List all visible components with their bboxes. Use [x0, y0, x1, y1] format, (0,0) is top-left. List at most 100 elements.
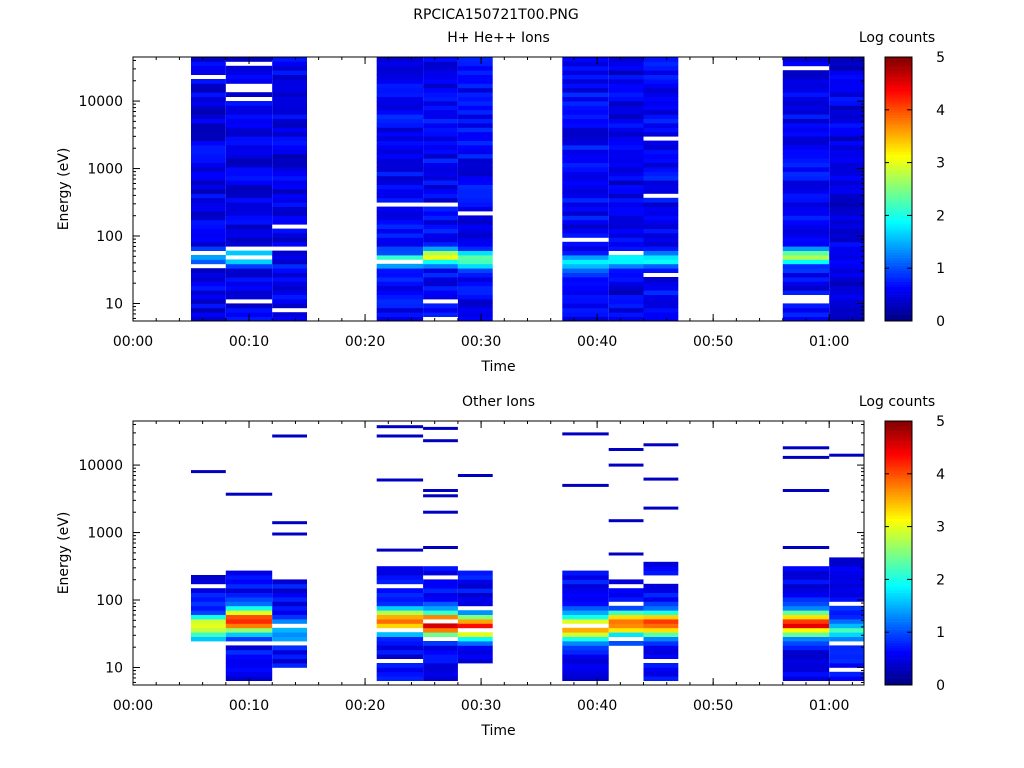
energy-bin — [608, 70, 644, 75]
energy-bin — [829, 619, 864, 624]
energy-bin — [608, 312, 644, 317]
isolated-count — [457, 474, 493, 477]
colorbar-swatch — [885, 450, 912, 453]
energy-bin — [608, 233, 644, 238]
energy-bin — [829, 74, 864, 80]
energy-bin — [643, 299, 679, 304]
colorbar-swatch — [885, 125, 912, 129]
energy-bin — [643, 294, 679, 300]
energy-bin — [829, 127, 864, 133]
energy-bin — [272, 605, 307, 611]
energy-bin — [562, 658, 609, 664]
energy-bin — [829, 206, 864, 212]
colorbar-swatch — [885, 286, 912, 290]
energy-bin — [829, 224, 864, 229]
energy-bin — [562, 114, 609, 119]
energy-bin — [643, 189, 679, 194]
colorbar-swatch — [885, 175, 912, 179]
energy-bin — [376, 92, 424, 97]
energy-bin — [608, 140, 644, 146]
energy-bin — [608, 87, 644, 93]
energy-bin — [376, 614, 424, 620]
energy-bin — [829, 645, 864, 651]
energy-bin — [782, 158, 830, 163]
colorbar-swatch — [885, 212, 912, 216]
energy-bin — [782, 228, 830, 234]
energy-bin — [423, 614, 458, 620]
energy-bin — [457, 237, 493, 243]
energy-bin — [562, 570, 609, 576]
energy-bin — [643, 109, 679, 115]
energy-bin — [608, 101, 644, 106]
energy-bin — [608, 105, 644, 111]
energy-bin — [423, 211, 458, 216]
isolated-count — [423, 510, 458, 514]
energy-bin — [225, 105, 273, 111]
energy-bin — [423, 96, 458, 102]
colorbar-swatch — [885, 167, 912, 171]
colorbar-swatch — [885, 276, 912, 280]
colorbar-swatch — [885, 457, 912, 461]
energy-bin — [423, 123, 458, 128]
colorbar-swatch — [885, 434, 912, 438]
energy-bin — [272, 70, 307, 75]
energy-bin — [225, 281, 273, 287]
time-column — [191, 57, 226, 322]
colorbar-swatch — [885, 72, 912, 76]
energy-bin — [562, 189, 609, 194]
colorbar-swatch — [885, 146, 912, 150]
energy-bin — [376, 233, 424, 238]
energy-bin — [829, 285, 864, 291]
energy-bin — [225, 667, 273, 673]
energy-bin — [272, 228, 307, 234]
colorbar-swatch — [885, 481, 912, 485]
colorbar-swatch — [885, 663, 912, 667]
energy-bin — [829, 654, 864, 659]
energy-bin — [225, 197, 273, 203]
energy-bin — [829, 162, 864, 168]
energy-bin — [457, 162, 493, 168]
energy-bin — [423, 303, 458, 309]
colorbar-swatch — [885, 318, 912, 322]
energy-bin — [225, 570, 273, 576]
energy-bin — [829, 180, 864, 185]
energy-bin — [643, 570, 679, 576]
colorbar-swatch — [885, 83, 912, 87]
energy-bin — [272, 149, 307, 155]
energy-bin — [829, 627, 864, 633]
colorbar-swatch — [885, 278, 912, 282]
colorbar-swatch — [885, 502, 912, 506]
isolated-count — [376, 478, 424, 482]
energy-bin — [782, 193, 830, 199]
energy-bin — [562, 149, 609, 155]
energy-bin — [782, 671, 830, 677]
colorbar-swatch — [885, 447, 912, 451]
energy-bin — [829, 649, 864, 655]
energy-bin — [562, 272, 609, 278]
energy-bin — [782, 237, 830, 243]
energy-bin — [376, 272, 424, 278]
colorbar-swatch — [885, 637, 912, 641]
energy-bin — [191, 281, 226, 287]
energy-bin — [423, 658, 458, 664]
y-tick-label: 10 — [105, 296, 123, 312]
colorbar-swatch — [885, 558, 912, 562]
energy-bin — [272, 118, 307, 124]
energy-bin — [376, 123, 424, 128]
energy-bin — [608, 153, 644, 159]
energy-bin — [782, 70, 830, 75]
energy-bin — [191, 307, 226, 313]
energy-bin — [457, 228, 493, 234]
energy-bin — [643, 224, 679, 229]
energy-bin — [423, 70, 458, 75]
energy-bin — [562, 601, 609, 607]
energy-bin — [829, 268, 864, 273]
x-tick-label: 01:00 — [809, 334, 849, 350]
y-tick-label: 10000 — [78, 94, 123, 110]
energy-bin — [225, 250, 273, 256]
energy-bin — [225, 167, 273, 172]
energy-bin — [608, 614, 644, 620]
energy-bin — [608, 211, 644, 216]
energy-bin — [272, 649, 307, 655]
energy-bin — [829, 632, 864, 637]
